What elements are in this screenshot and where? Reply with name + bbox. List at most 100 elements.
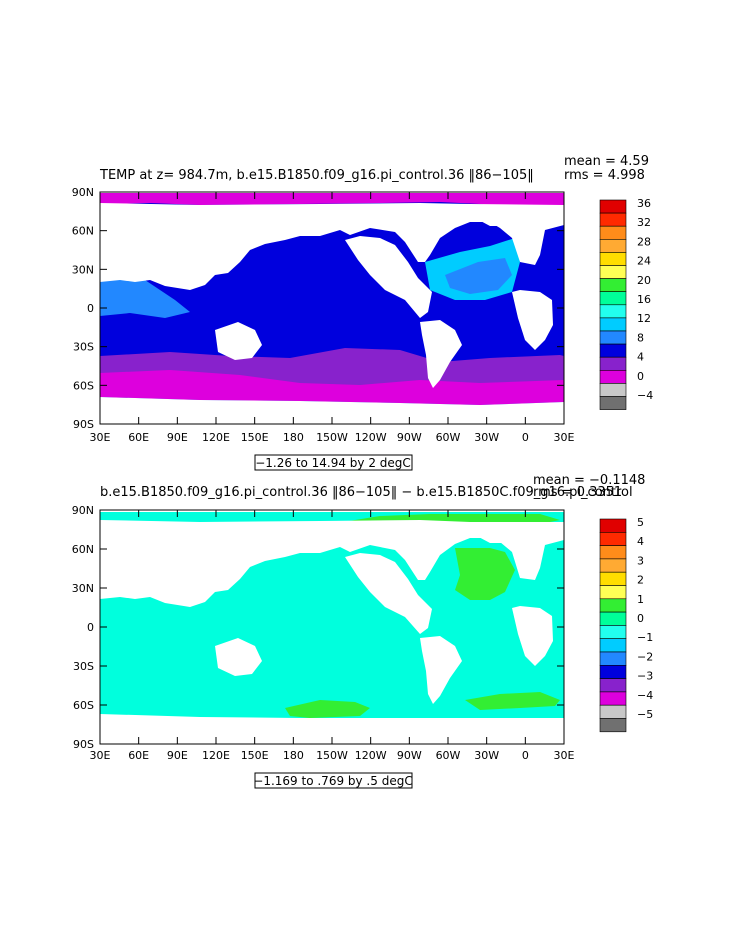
lon-tick-label: 0 [522, 431, 529, 444]
colorbar-swatch [599, 718, 627, 733]
p2-greenland-land [470, 522, 510, 543]
colorbar-swatch [599, 585, 627, 600]
p1-antarctica-land [100, 397, 564, 408]
panel-2-map [99, 509, 565, 745]
p2-north-america-land [345, 553, 432, 634]
colorbar-swatch [599, 531, 627, 546]
colorbar-label: 12 [637, 312, 651, 325]
lat-tick-label: 30S [73, 660, 94, 673]
colorbar-swatch [599, 356, 627, 371]
panel-2: b.e15.B1850.f09_g16.pi_control.36 ‖86−10… [99, 473, 645, 745]
lon-tick-label: 180 [283, 749, 304, 762]
colorbar-label: 1 [637, 593, 644, 606]
p1-antarctic [100, 370, 564, 405]
lon-tick-label: 120W [355, 431, 387, 444]
colorbar-swatch [599, 598, 627, 613]
colorbar-swatch [599, 369, 627, 384]
p2-africa-land [512, 606, 553, 666]
lon-tick-label: 30E [554, 431, 575, 444]
lon-tick-label: 30E [554, 749, 575, 762]
lat-tick-label: 60N [72, 543, 94, 556]
panel-1-rms: rms = 4.998 [564, 168, 645, 183]
panel-1-range-box: −1.26 to 14.94 by 2 degC [254, 454, 413, 471]
p2-antarctica-land [100, 714, 564, 726]
panel-2-range-box: −1.169 to .769 by .5 degC [253, 772, 413, 789]
p2-eurasia-land [100, 520, 564, 607]
colorbar-label: 32 [637, 216, 651, 229]
panel-1-range-label: −1.26 to 14.94 by 2 degC [255, 456, 411, 470]
lon-tick-label: 150E [241, 749, 269, 762]
lat-tick-label: 90S [73, 738, 94, 751]
colorbar-swatch [599, 343, 627, 358]
panel-1-range-border [254, 454, 413, 471]
lat-tick-label: 90N [72, 504, 94, 517]
p1-eurasia-land [100, 203, 564, 290]
p1-south-band [100, 348, 564, 387]
lon-tick-label: 120E [202, 749, 230, 762]
colorbar-label: 20 [637, 274, 651, 287]
lat-tick-label: 60N [72, 225, 94, 238]
lon-tick-label: 150W [316, 431, 348, 444]
p1-mid-atlantic [445, 258, 512, 294]
colorbar-swatch [599, 291, 627, 306]
colorbar-swatch [599, 252, 627, 266]
lat-tick-label: 60S [73, 699, 94, 712]
p1-indian-warm [100, 280, 190, 318]
p2-australia-land [215, 638, 262, 676]
lon-tick-label: 90W [397, 431, 422, 444]
lat-tick-label: 90N [72, 186, 94, 199]
lon-tick-label: 90E [167, 431, 188, 444]
colorbar-swatch [599, 704, 627, 719]
colorbar-swatch [599, 558, 627, 573]
lat-tick-label: 0 [87, 302, 94, 315]
colorbar-swatch [599, 304, 627, 319]
colorbar-swatch [599, 625, 627, 640]
lon-tick-label: 90E [167, 749, 188, 762]
colorbar-label: −4 [637, 389, 653, 402]
lon-tick-label: 150W [316, 749, 348, 762]
panel-1-title: TEMP at z= 984.7m, b.e15.B1850.f09_g16.p… [99, 168, 534, 183]
p2-atlantic-positive [455, 548, 515, 600]
colorbar-swatch [599, 383, 627, 397]
lon-tick-label: 30E [90, 749, 111, 762]
colorbar-label: 5 [637, 516, 644, 529]
colorbar-label: −3 [637, 670, 653, 683]
colorbar-swatch [599, 212, 627, 227]
colorbar-label: 16 [637, 293, 651, 306]
panel-2-range-label: −1.169 to .769 by .5 degC [253, 774, 412, 788]
colorbar-swatch [599, 611, 627, 626]
colorbar-label: 24 [637, 255, 651, 268]
colorbar-swatch [599, 638, 627, 653]
colorbar-label: −4 [637, 689, 653, 702]
colorbar-swatch [599, 571, 627, 586]
colorbar-swatch [599, 545, 627, 560]
lon-tick-label: 60W [436, 431, 461, 444]
colorbar-label: 3 [637, 554, 644, 567]
colorbar-swatch [599, 691, 627, 706]
lon-tick-label: 60E [128, 749, 149, 762]
colorbar-swatch [599, 265, 627, 279]
colorbar-label: 2 [637, 574, 644, 587]
lon-tick-label: 150E [241, 431, 269, 444]
lon-tick-label: 30W [474, 749, 499, 762]
lon-tick-label: 120W [355, 749, 387, 762]
panel-2-rms: rms = 0.3351 [533, 485, 622, 500]
colorbar-swatch [599, 396, 627, 410]
lon-tick-label: 60E [128, 431, 149, 444]
panel-1: TEMP at z= 984.7m, b.e15.B1850.f09_g16.p… [99, 154, 649, 425]
colorbar-label: −1 [637, 631, 653, 644]
colorbar-swatch [599, 199, 627, 214]
colorbar-swatch [599, 651, 627, 666]
p2-southern-positive-2 [465, 692, 560, 710]
panel-1-mean: mean = 4.59 [564, 154, 649, 169]
panel-1-map [99, 191, 565, 425]
colorbar-swatch [599, 239, 627, 253]
colorbar-label: 4 [637, 351, 644, 364]
lon-tick-label: 120E [202, 431, 230, 444]
colorbar-label: −2 [637, 650, 653, 663]
lon-tick-label: 0 [522, 749, 529, 762]
colorbar-swatch [599, 278, 627, 293]
